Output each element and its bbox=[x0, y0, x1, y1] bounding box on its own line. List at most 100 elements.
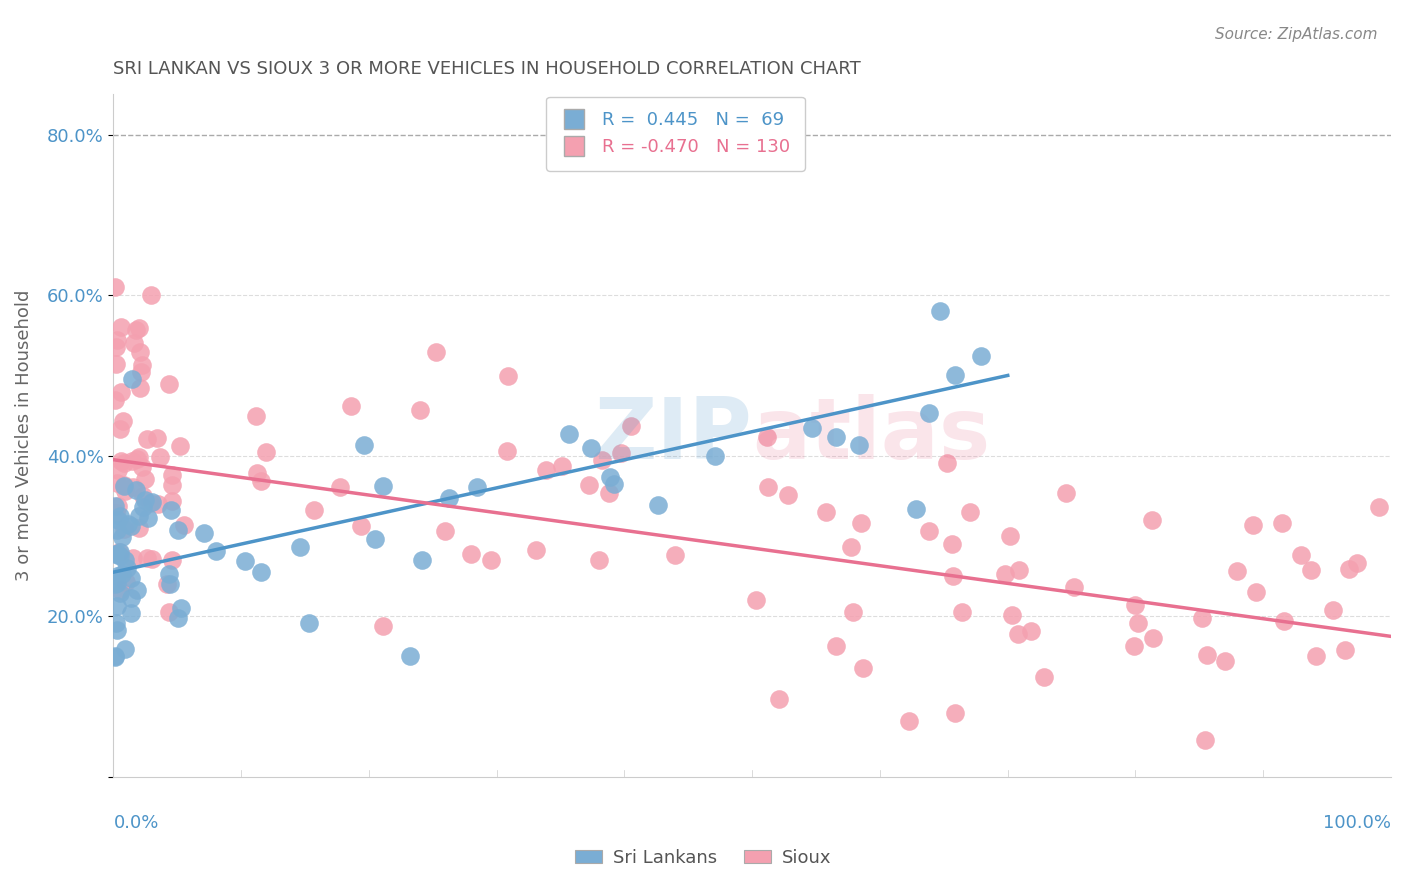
Point bbox=[127, 451, 149, 466]
Point bbox=[120, 571, 142, 585]
Point bbox=[104, 392, 127, 407]
Point bbox=[131, 459, 153, 474]
Point bbox=[117, 561, 139, 575]
Point bbox=[141, 552, 163, 566]
Point bbox=[536, 463, 558, 477]
Point bbox=[115, 575, 138, 590]
Point bbox=[1334, 642, 1357, 657]
Point bbox=[104, 649, 127, 664]
Text: 0.0%: 0.0% bbox=[114, 814, 159, 832]
Point bbox=[246, 466, 269, 480]
Point bbox=[157, 605, 180, 619]
Legend: Sri Lankans, Sioux: Sri Lankans, Sioux bbox=[568, 842, 838, 874]
Point bbox=[350, 518, 373, 533]
Point bbox=[364, 532, 387, 546]
Point bbox=[298, 616, 321, 631]
Point bbox=[110, 320, 132, 334]
Point bbox=[411, 553, 433, 567]
Point bbox=[1244, 584, 1267, 599]
Point bbox=[110, 385, 132, 400]
Point bbox=[104, 499, 127, 513]
Point bbox=[898, 714, 921, 728]
Point bbox=[114, 642, 136, 657]
Point bbox=[598, 485, 620, 500]
Point bbox=[756, 480, 779, 494]
Point bbox=[496, 369, 519, 384]
Point bbox=[825, 639, 848, 653]
Point bbox=[254, 444, 277, 458]
Point bbox=[943, 368, 966, 382]
Point bbox=[132, 500, 155, 514]
Point bbox=[107, 513, 129, 527]
Point bbox=[129, 365, 152, 379]
Legend: R =  0.445   N =  69, R = -0.470   N = 130: R = 0.445 N = 69, R = -0.470 N = 130 bbox=[547, 96, 804, 170]
Point bbox=[851, 516, 873, 531]
Point bbox=[1056, 486, 1078, 500]
Point bbox=[162, 478, 184, 492]
Point bbox=[479, 553, 502, 567]
Point bbox=[104, 340, 127, 354]
Point bbox=[233, 553, 256, 567]
Point bbox=[134, 493, 156, 508]
Point bbox=[132, 489, 155, 503]
Point bbox=[160, 553, 183, 567]
Point bbox=[157, 567, 180, 582]
Point bbox=[104, 576, 127, 591]
Point bbox=[918, 407, 941, 421]
Point bbox=[249, 474, 271, 488]
Point bbox=[136, 510, 159, 524]
Point bbox=[128, 344, 150, 359]
Point bbox=[839, 540, 862, 554]
Point bbox=[1291, 549, 1313, 563]
Point bbox=[125, 582, 148, 597]
Point bbox=[122, 480, 145, 494]
Point bbox=[603, 477, 626, 491]
Point bbox=[1123, 640, 1146, 654]
Point bbox=[959, 505, 981, 519]
Point bbox=[776, 488, 799, 502]
Point bbox=[425, 344, 447, 359]
Point bbox=[1000, 528, 1022, 542]
Point bbox=[148, 497, 170, 511]
Point bbox=[156, 576, 179, 591]
Point bbox=[104, 547, 127, 561]
Point bbox=[950, 605, 973, 619]
Point bbox=[120, 519, 142, 533]
Point bbox=[970, 349, 993, 363]
Point bbox=[105, 568, 128, 582]
Point bbox=[647, 498, 669, 512]
Point bbox=[111, 566, 134, 581]
Point bbox=[112, 456, 135, 470]
Point bbox=[1194, 733, 1216, 747]
Point bbox=[591, 453, 613, 467]
Point bbox=[129, 381, 152, 395]
Point bbox=[599, 470, 621, 484]
Text: SRI LANKAN VS SIOUX 3 OR MORE VEHICLES IN HOUSEHOLD CORRELATION CHART: SRI LANKAN VS SIOUX 3 OR MORE VEHICLES I… bbox=[114, 60, 862, 78]
Point bbox=[848, 438, 870, 452]
Point bbox=[1128, 616, 1150, 631]
Point bbox=[104, 358, 127, 372]
Point bbox=[105, 523, 128, 537]
Point bbox=[288, 541, 311, 555]
Point bbox=[943, 706, 966, 721]
Point bbox=[1299, 563, 1322, 577]
Point bbox=[1213, 654, 1236, 668]
Point bbox=[112, 414, 135, 428]
Point bbox=[1007, 563, 1029, 577]
Point bbox=[110, 454, 132, 468]
Point bbox=[108, 544, 131, 558]
Point bbox=[110, 508, 132, 523]
Point bbox=[139, 496, 162, 510]
Point bbox=[755, 430, 778, 444]
Point bbox=[495, 444, 517, 458]
Point bbox=[110, 582, 132, 597]
Point bbox=[105, 476, 128, 491]
Point bbox=[768, 692, 790, 706]
Point bbox=[398, 649, 420, 664]
Point bbox=[105, 333, 128, 347]
Point bbox=[941, 537, 963, 551]
Point bbox=[107, 548, 129, 562]
Point bbox=[437, 491, 460, 505]
Point bbox=[167, 523, 190, 537]
Point bbox=[1226, 564, 1249, 578]
